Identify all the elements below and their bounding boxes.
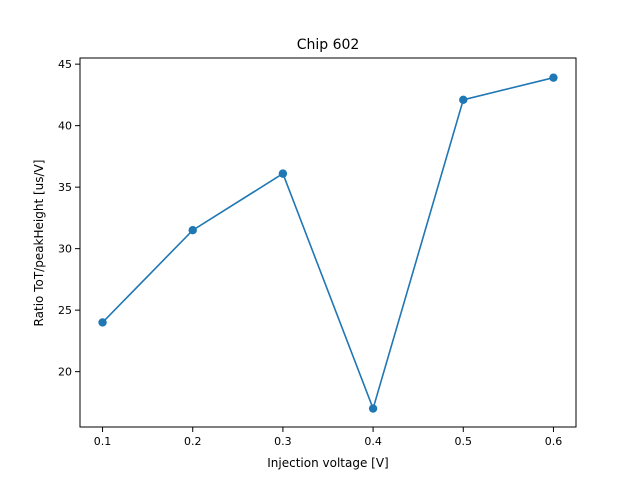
- x-tick-label: 0.4: [364, 435, 382, 448]
- data-point: [368, 404, 378, 413]
- series-line: [101, 76, 554, 412]
- x-tick-label: 0.3: [274, 435, 292, 448]
- y-tick-label: 25: [58, 304, 72, 317]
- x-axis-ticks: 0.1 0.2 0.3 0.4 0.5 0.6: [94, 427, 562, 448]
- y-axis-label: Ratio ToT/peakHeight [us/V]: [32, 160, 46, 327]
- y-axis-ticks: 20 25 30 35 40 45: [58, 58, 80, 379]
- series-layer: [98, 73, 558, 413]
- data-point: [98, 318, 107, 327]
- y-tick-label: 30: [58, 243, 72, 256]
- data-point: [549, 73, 558, 82]
- x-tick-label: 0.5: [455, 435, 473, 448]
- x-axis-label: Injection voltage [V]: [267, 456, 388, 470]
- data-point: [188, 226, 197, 235]
- y-tick-label: 40: [58, 120, 72, 133]
- y-tick-label: 20: [58, 366, 72, 379]
- data-point: [459, 95, 468, 105]
- x-tick-label: 0.2: [184, 435, 202, 448]
- data-point: [278, 169, 288, 178]
- chart-title: Chip 602: [297, 37, 360, 53]
- plot-frame: [79, 57, 577, 428]
- x-tick-label: 0.6: [545, 435, 563, 448]
- y-tick-label: 35: [58, 181, 72, 194]
- y-tick-label: 45: [58, 58, 72, 71]
- x-tick-label: 0.1: [94, 435, 112, 448]
